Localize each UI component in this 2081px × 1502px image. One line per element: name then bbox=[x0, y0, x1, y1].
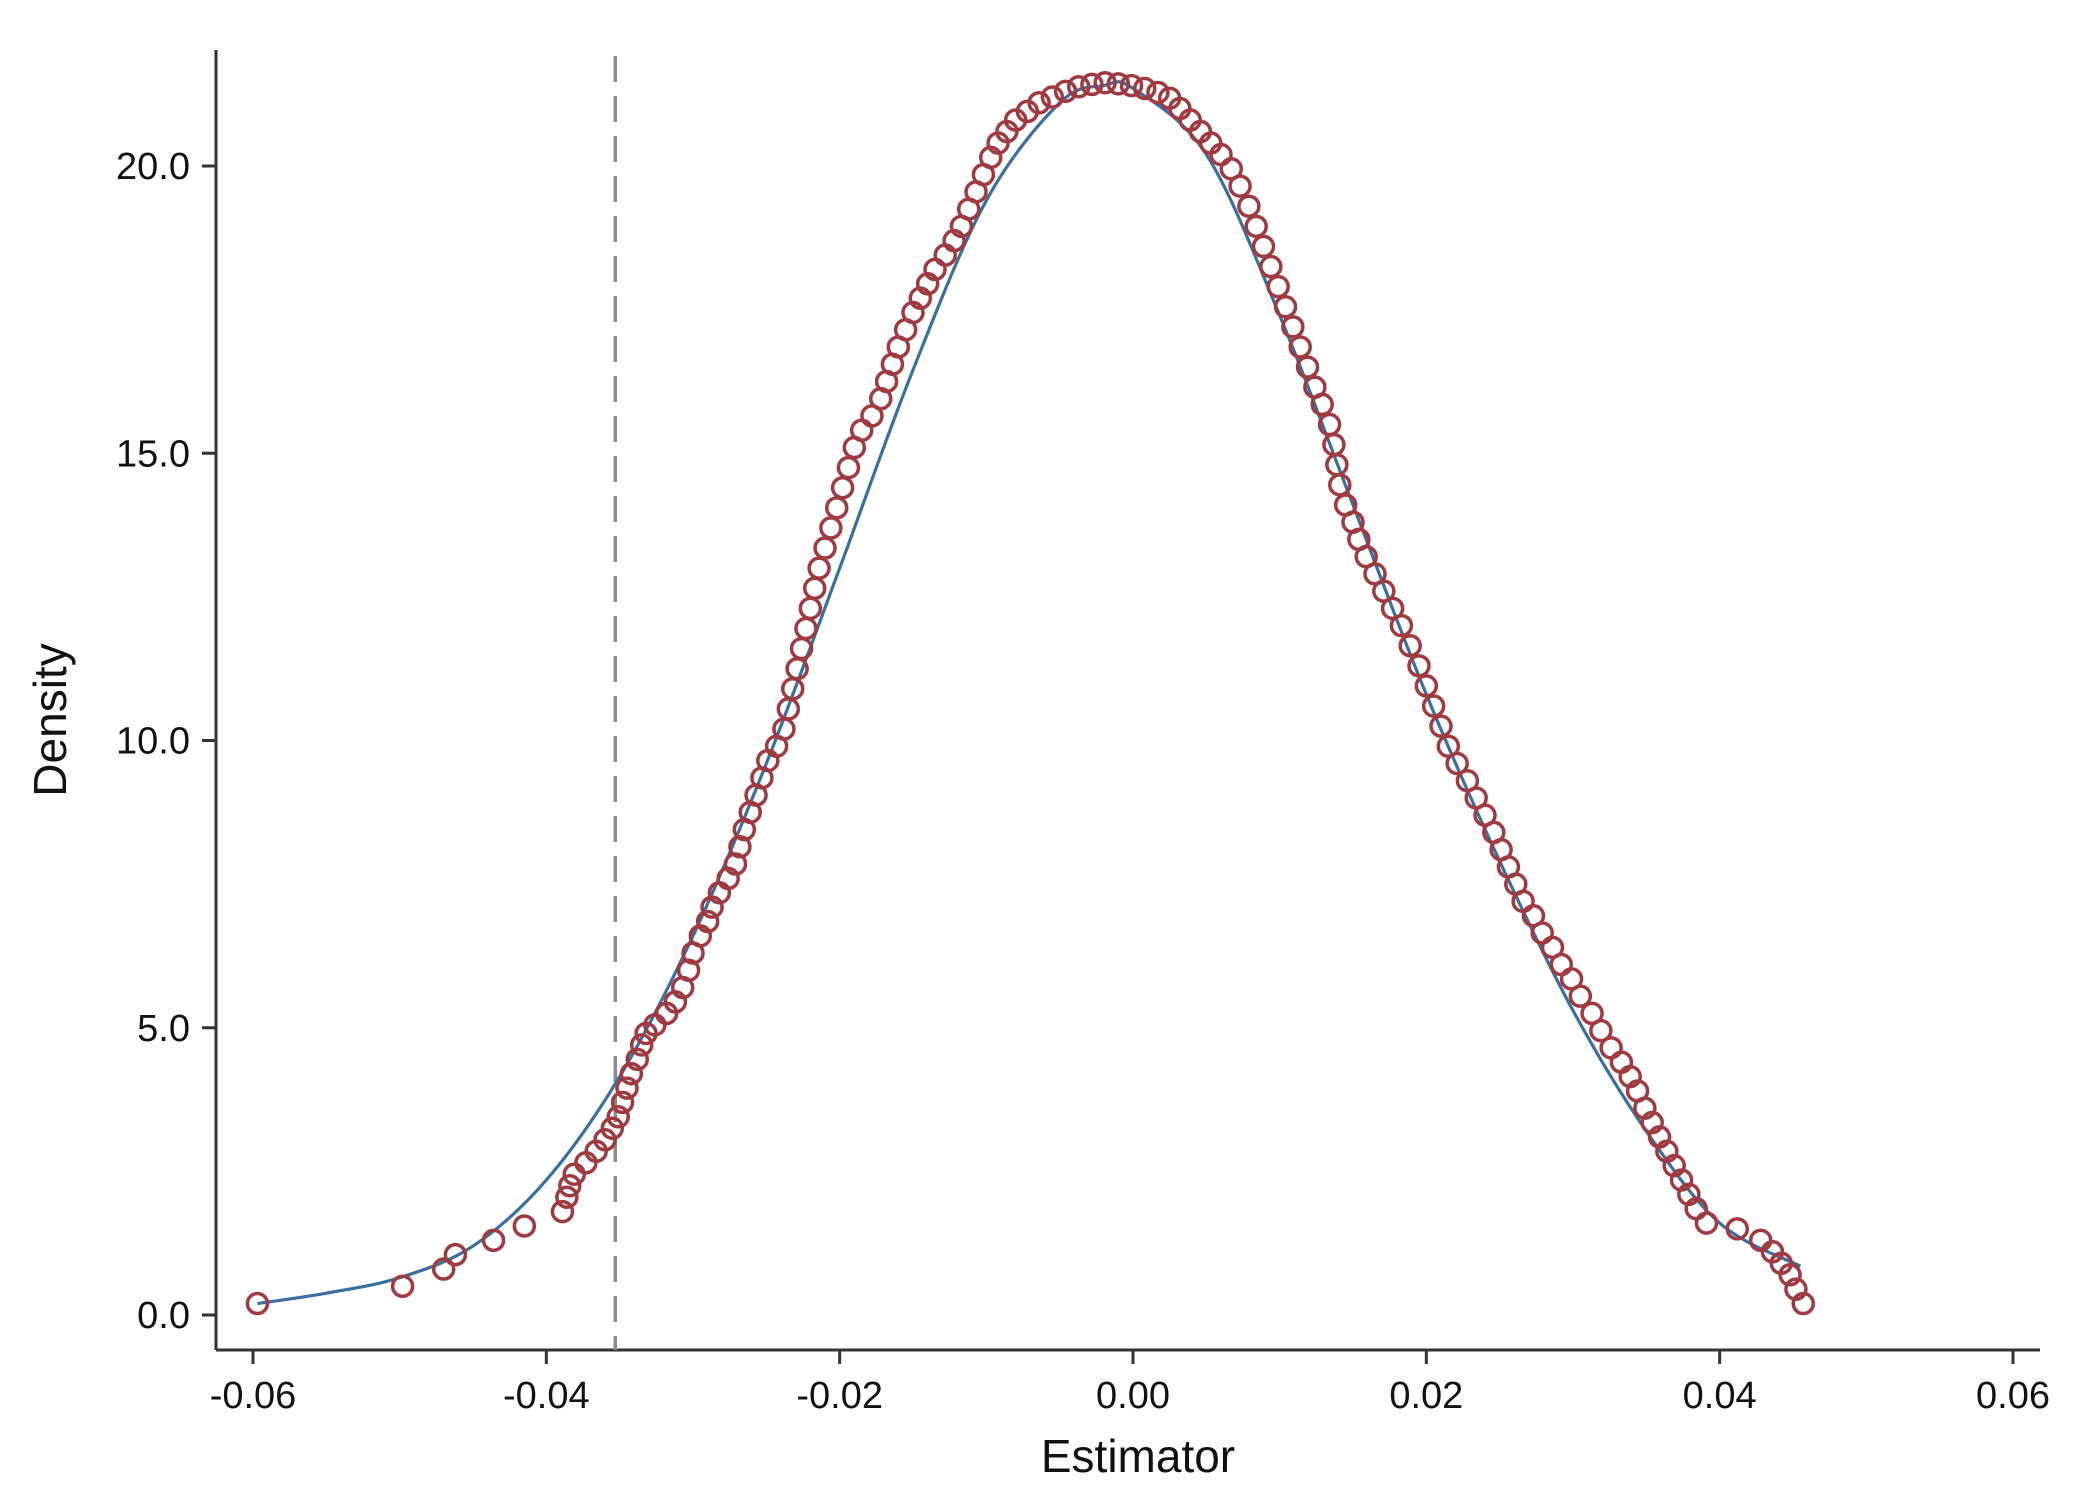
density-point bbox=[1259, 254, 1283, 279]
density-point bbox=[1599, 1036, 1623, 1060]
density-point bbox=[1421, 694, 1446, 718]
density-point bbox=[813, 536, 837, 560]
density-point bbox=[610, 1090, 635, 1115]
density-point bbox=[1027, 91, 1051, 115]
density-point bbox=[1429, 714, 1453, 738]
density-point bbox=[606, 1105, 630, 1129]
density-point bbox=[600, 1116, 625, 1141]
y-tick-label: 15.0 bbox=[116, 433, 190, 475]
density-point bbox=[807, 556, 831, 580]
density-point bbox=[1228, 174, 1252, 198]
density-point bbox=[1549, 952, 1574, 977]
density-point bbox=[1093, 70, 1117, 95]
density-point bbox=[390, 1274, 415, 1299]
density-point bbox=[1589, 1018, 1613, 1043]
axes bbox=[214, 50, 2040, 1352]
density-point bbox=[830, 475, 855, 500]
density-point bbox=[562, 1162, 586, 1186]
density-point bbox=[615, 1076, 639, 1100]
y-axis-title: Density bbox=[24, 643, 76, 796]
density-point bbox=[1389, 613, 1414, 638]
density-point bbox=[836, 455, 861, 480]
density-point bbox=[443, 1242, 468, 1267]
density-point bbox=[819, 516, 843, 540]
density-point bbox=[625, 1047, 650, 1072]
x-tick-label: 0.04 bbox=[1683, 1375, 1757, 1417]
y-tick-label: 0.0 bbox=[137, 1295, 190, 1337]
density-point bbox=[1778, 1263, 1802, 1287]
density-point bbox=[1040, 85, 1065, 109]
density-point bbox=[1407, 654, 1431, 678]
density-point bbox=[1568, 984, 1593, 1008]
density-point bbox=[512, 1214, 537, 1238]
density-point bbox=[593, 1128, 617, 1152]
density-point bbox=[798, 596, 823, 621]
y-axis-ticks: 0.0 5.0 10.0 15.0 20.0 bbox=[116, 146, 216, 1337]
density-point bbox=[1310, 392, 1334, 417]
y-tick-label: 20.0 bbox=[116, 146, 190, 188]
density-point bbox=[794, 616, 818, 641]
density-point bbox=[550, 1199, 575, 1224]
density-point bbox=[1273, 295, 1298, 319]
density-point bbox=[1132, 76, 1157, 101]
density-point bbox=[1694, 1211, 1719, 1235]
density-point bbox=[1251, 234, 1276, 259]
density-point bbox=[1288, 335, 1312, 359]
density-point bbox=[1398, 633, 1422, 658]
density-point bbox=[1295, 355, 1320, 379]
density-point bbox=[1080, 72, 1104, 97]
x-tick-label: 0.02 bbox=[1389, 1375, 1463, 1417]
x-tick-label: 0.00 bbox=[1096, 1375, 1170, 1417]
fitted-density-curve bbox=[257, 80, 1802, 1306]
density-point bbox=[1725, 1217, 1750, 1241]
density-point bbox=[431, 1257, 456, 1281]
density-point bbox=[245, 1291, 270, 1316]
density-point bbox=[802, 576, 827, 601]
density-point bbox=[695, 909, 720, 934]
density-point bbox=[555, 1185, 579, 1209]
density-point bbox=[481, 1228, 506, 1253]
density-point bbox=[629, 1033, 654, 1057]
density-point bbox=[1053, 79, 1078, 104]
x-tick-label: -0.06 bbox=[210, 1375, 297, 1417]
density-point bbox=[619, 1061, 644, 1086]
x-axis-ticks: -0.06 -0.04 -0.02 0.00 0.02 0.04 0.06 bbox=[210, 1350, 2050, 1417]
density-point bbox=[1791, 1291, 1816, 1316]
density-point bbox=[1119, 73, 1144, 98]
x-axis-title: Estimator bbox=[1041, 1430, 1235, 1482]
density-point bbox=[1445, 751, 1469, 776]
density-point bbox=[1244, 214, 1268, 239]
density-point bbox=[1237, 194, 1261, 218]
density-point bbox=[1106, 72, 1131, 96]
y-tick-label: 10.0 bbox=[116, 721, 190, 763]
density-point bbox=[558, 1173, 582, 1198]
density-point bbox=[1414, 674, 1439, 698]
x-tick-label: -0.02 bbox=[796, 1375, 883, 1417]
density-markers bbox=[245, 70, 1816, 1316]
density-point bbox=[1281, 315, 1305, 339]
x-tick-label: 0.06 bbox=[1976, 1375, 2050, 1417]
density-point bbox=[849, 418, 874, 443]
density-point bbox=[1266, 274, 1290, 299]
density-point bbox=[824, 496, 849, 520]
density-point bbox=[1146, 80, 1170, 105]
x-tick-label: -0.04 bbox=[503, 1375, 590, 1417]
y-tick-label: 5.0 bbox=[137, 1008, 190, 1050]
density-point bbox=[1066, 74, 1091, 99]
